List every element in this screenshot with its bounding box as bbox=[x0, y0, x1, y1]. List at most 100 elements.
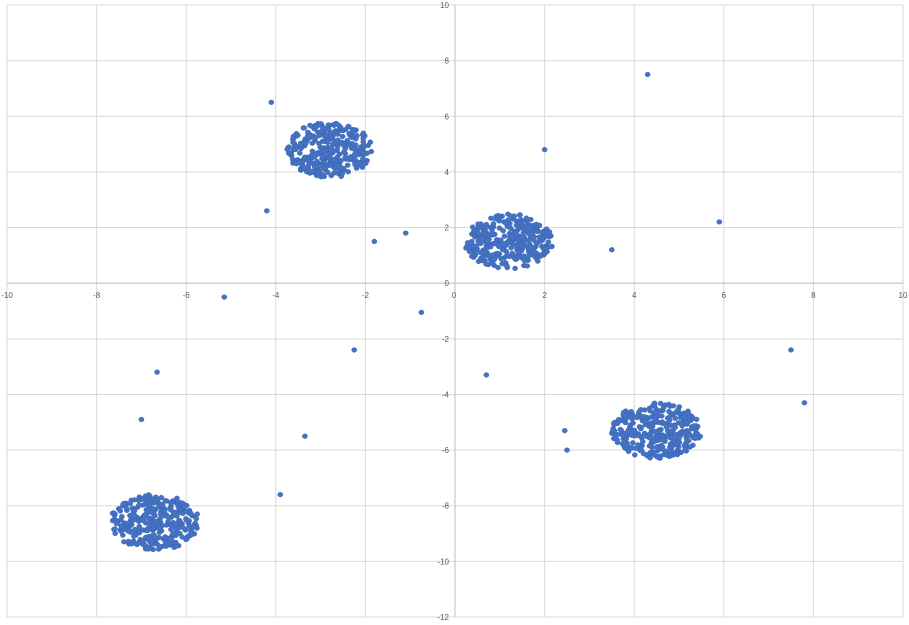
cluster-2-point bbox=[517, 242, 523, 248]
cluster-4-point bbox=[687, 444, 693, 450]
cluster-3-point bbox=[131, 533, 137, 539]
cluster-3-point bbox=[168, 507, 174, 513]
cluster-3-point bbox=[164, 513, 171, 520]
cluster-2-point bbox=[491, 256, 498, 263]
cluster-2-point bbox=[512, 265, 518, 271]
cluster-2-point bbox=[490, 221, 497, 227]
cluster-2-point bbox=[503, 220, 509, 226]
x-tick-label: -8 bbox=[93, 291, 101, 300]
cluster-3-point bbox=[138, 516, 145, 522]
cluster-2-point bbox=[534, 258, 541, 264]
outlier-point bbox=[402, 230, 409, 236]
cluster-3-point bbox=[156, 529, 163, 536]
cluster-4-point bbox=[647, 449, 654, 455]
cluster-3-point bbox=[136, 502, 142, 508]
cluster-3-point bbox=[111, 526, 118, 532]
outlier-point bbox=[221, 294, 228, 300]
cluster-2-point bbox=[499, 260, 505, 267]
x-tick-label: -10 bbox=[1, 291, 13, 300]
cluster-4-point bbox=[646, 443, 653, 449]
cluster-3-point bbox=[120, 501, 127, 507]
cluster-3-point bbox=[136, 530, 143, 536]
cluster-1-point bbox=[284, 146, 291, 152]
cluster-2-point bbox=[487, 244, 494, 250]
cluster-2-point bbox=[524, 237, 531, 243]
cluster-3-point bbox=[181, 526, 188, 532]
cluster-3-point bbox=[172, 539, 179, 545]
x-tick-label: 2 bbox=[542, 291, 547, 300]
cluster-4-point bbox=[681, 414, 688, 421]
cluster-1-point bbox=[290, 135, 297, 141]
cluster-2-point bbox=[471, 227, 478, 233]
cluster-1-point bbox=[360, 156, 366, 162]
cluster-3-point bbox=[162, 539, 169, 545]
cluster-3-point bbox=[109, 510, 116, 516]
cluster-4-point bbox=[631, 428, 637, 434]
outlier-point bbox=[716, 219, 723, 225]
cluster-1-point bbox=[328, 172, 335, 179]
cluster-4-point bbox=[631, 433, 637, 439]
cluster-4-point bbox=[687, 412, 693, 418]
cluster-4-point bbox=[660, 405, 667, 411]
cluster-2-point bbox=[533, 241, 540, 247]
cluster-1-point bbox=[333, 131, 340, 137]
cluster-3-point bbox=[149, 538, 155, 545]
cluster-1-point bbox=[326, 154, 333, 160]
cluster-4-point bbox=[653, 409, 659, 416]
y-tick-label: 8 bbox=[445, 57, 450, 66]
cluster-3-point bbox=[145, 506, 152, 512]
cluster-1-point bbox=[306, 167, 313, 174]
cluster-3-point bbox=[172, 509, 179, 515]
cluster-3-point bbox=[156, 525, 163, 531]
cluster-1-point bbox=[340, 142, 347, 148]
cluster-3-point bbox=[187, 531, 194, 537]
cluster-2-point bbox=[482, 226, 489, 232]
x-tick-label: 4 bbox=[632, 291, 637, 300]
cluster-4-point bbox=[666, 448, 673, 455]
cluster-2-point bbox=[469, 253, 475, 259]
cluster-1-point bbox=[304, 158, 311, 164]
cluster-2-point bbox=[517, 220, 524, 227]
cluster-2-point bbox=[495, 264, 501, 271]
cluster-1-point bbox=[340, 165, 347, 171]
cluster-4-point bbox=[659, 433, 666, 439]
cluster-2-point bbox=[475, 238, 481, 244]
x-tick-label: -6 bbox=[183, 291, 191, 300]
cluster-1-point bbox=[325, 122, 332, 128]
cluster-3-point bbox=[142, 501, 148, 507]
cluster-2-point bbox=[478, 255, 484, 261]
cluster-4-point bbox=[634, 413, 641, 420]
cluster-1-point bbox=[292, 160, 298, 166]
cluster-1-point bbox=[314, 158, 320, 164]
cluster-2-point bbox=[546, 229, 553, 235]
cluster-4-point bbox=[631, 452, 638, 458]
cluster-4-point bbox=[676, 404, 683, 410]
cluster-1-point bbox=[368, 148, 375, 155]
cluster-1-point bbox=[360, 149, 367, 155]
outlier-point bbox=[564, 447, 570, 453]
x-tick-label: 8 bbox=[811, 291, 816, 300]
cluster-3-point bbox=[190, 523, 197, 529]
cluster-1-point bbox=[290, 147, 297, 153]
cluster-3-point bbox=[183, 508, 190, 515]
outlier-point bbox=[268, 99, 275, 105]
cluster-4-point bbox=[651, 428, 658, 435]
cluster-2-point bbox=[544, 249, 550, 255]
cluster-3-point bbox=[139, 496, 145, 502]
cluster-3-point bbox=[145, 546, 152, 552]
cluster-4-point bbox=[666, 408, 672, 415]
cluster-3-point bbox=[193, 516, 200, 522]
outlier-point bbox=[801, 400, 808, 406]
cluster-4-point bbox=[642, 422, 649, 428]
cluster-3-point bbox=[136, 525, 142, 532]
cluster-4-point bbox=[651, 415, 658, 421]
cluster-4-point bbox=[662, 421, 669, 428]
y-tick-label: -2 bbox=[442, 335, 450, 344]
cluster-3-point bbox=[157, 511, 164, 517]
cluster-3-point bbox=[194, 511, 201, 517]
y-tick-label: -6 bbox=[442, 446, 450, 455]
cluster-4-point bbox=[679, 421, 685, 427]
cluster-3-point bbox=[184, 536, 190, 542]
cluster-3-point bbox=[145, 515, 152, 521]
cluster-1-point bbox=[319, 138, 326, 144]
